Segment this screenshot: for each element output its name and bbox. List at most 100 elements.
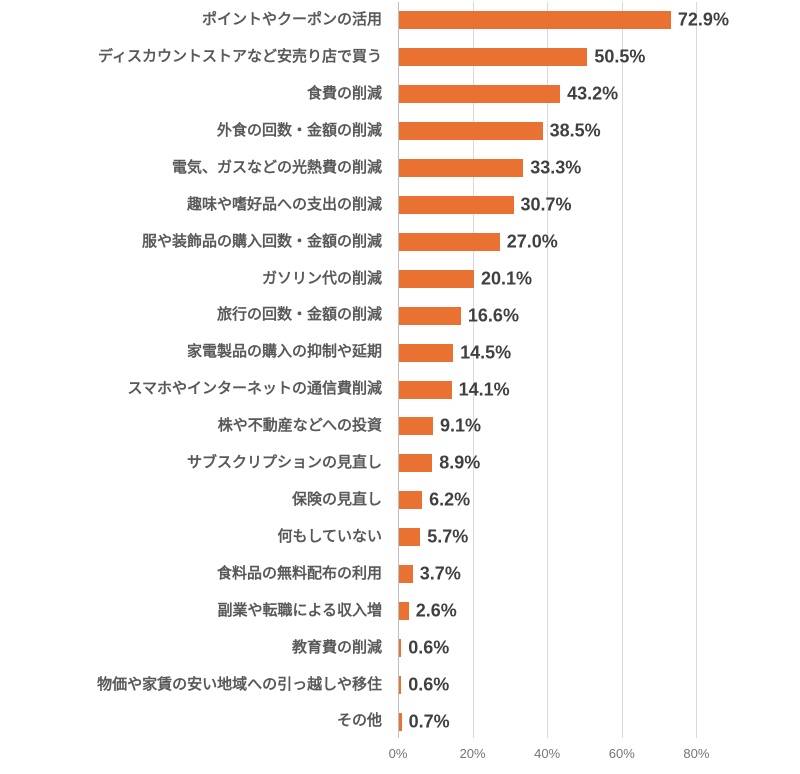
bar-area: 16.6% [398, 297, 800, 334]
category-label: 旅行の回数・金額の削減 [216, 306, 382, 324]
category-label: その他 [336, 712, 382, 730]
bar [399, 675, 402, 694]
bar-area: 6.2% [398, 482, 800, 519]
value-label: 30.7% [520, 194, 572, 215]
category-label: スマホやインターネットの通信費削減 [127, 380, 382, 398]
category-label: 何もしていない [277, 527, 382, 545]
bar-area: 72.9% [398, 2, 800, 39]
bar-area: 2.6% [398, 593, 800, 630]
bar-row: 物価や家賃の安い地域への引っ越しや移住 0.6% [0, 666, 800, 703]
bar [399, 306, 461, 325]
bar-row: 食費の削減 43.2% [0, 76, 800, 113]
bar [399, 491, 423, 510]
value-label: 16.6% [467, 305, 519, 326]
x-axis: 0% 20% 40% 60% 80% [389, 746, 771, 766]
bar-area: 38.5% [398, 113, 800, 150]
category-label: 保険の見直し [291, 490, 382, 508]
gridline [472, 2, 474, 738]
value-label: 14.1% [458, 379, 510, 400]
bar-area: 0.7% [398, 703, 800, 740]
bar-area: 30.7% [398, 187, 800, 224]
bar [399, 528, 421, 547]
gridline [547, 2, 549, 738]
bar [399, 638, 402, 657]
bar-row: 株や不動産などへの投資 9.1% [0, 408, 800, 445]
bar-area: 5.7% [398, 519, 800, 556]
category-label: ディスカウントストアなど安売り店で買う [98, 48, 382, 66]
category-label: 外食の回数・金額の削減 [216, 121, 382, 139]
value-label: 9.1% [439, 415, 481, 436]
bar-row: 保険の見直し 6.2% [0, 482, 800, 519]
bar [399, 417, 433, 436]
bar-row: 何もしていない 5.7% [0, 519, 800, 556]
bar [399, 712, 402, 731]
value-label: 0.6% [408, 674, 450, 695]
y-axis-line [398, 2, 399, 738]
bar-area: 8.9% [398, 445, 800, 482]
category-label: ポイントやクーポンの活用 [201, 11, 382, 29]
bar [399, 232, 500, 251]
bar [399, 601, 409, 620]
bar [399, 159, 524, 178]
bar [399, 195, 514, 214]
bar-row: 趣味や嗜好品への支出の削減 30.7% [0, 187, 800, 224]
bar [399, 122, 543, 141]
value-label: 6.2% [429, 489, 471, 510]
x-tick-label: 60% [608, 746, 635, 761]
value-label: 5.7% [427, 526, 469, 547]
bar-row: 電気、ガスなどの光熱費の削減 33.3% [0, 150, 800, 187]
bar [399, 343, 454, 362]
bar [399, 380, 452, 399]
category-label: 副業や転職による収入増 [217, 601, 382, 619]
bar-area: 0.6% [398, 666, 800, 703]
rows: ポイントやクーポンの活用 72.9% ディスカウントストアなど安売り店で買う 5… [0, 2, 800, 740]
x-tick-label: 20% [459, 746, 486, 761]
x-tick-label: 80% [683, 746, 710, 761]
bar-area: 43.2% [398, 76, 800, 113]
bar-row: ポイントやクーポンの活用 72.9% [0, 2, 800, 39]
value-label: 38.5% [549, 120, 601, 141]
value-label: 50.5% [594, 46, 646, 67]
bar-area: 14.5% [398, 334, 800, 371]
value-label: 43.2% [567, 83, 619, 104]
value-label: 72.9% [677, 9, 729, 30]
bar-row: 教育費の削減 0.6% [0, 629, 800, 666]
value-label: 33.3% [530, 157, 582, 178]
category-label: 家電製品の購入の抑制や延期 [186, 343, 382, 361]
value-label: 8.9% [439, 452, 481, 473]
category-label: 服や装飾品の購入回数・金額の削減 [141, 232, 382, 250]
bar-row: その他 0.7% [0, 703, 800, 740]
bar [399, 11, 671, 30]
category-label: サブスクリプションの見直し [186, 454, 382, 472]
value-label: 0.7% [408, 711, 450, 732]
bar-row: 家電製品の購入の抑制や延期 14.5% [0, 334, 800, 371]
bar-row: 外食の回数・金額の削減 38.5% [0, 113, 800, 150]
value-label: 2.6% [415, 600, 457, 621]
bar-area: 0.6% [398, 629, 800, 666]
category-label: ガソリン代の削減 [261, 269, 382, 287]
category-label: 教育費の削減 [291, 638, 382, 656]
bar [399, 565, 413, 584]
category-label: 食費の削減 [306, 85, 382, 103]
category-label: 物価や家賃の安い地域への引っ越しや移住 [97, 675, 382, 693]
bar-area: 3.7% [398, 556, 800, 593]
category-label: 食料品の無料配布の利用 [216, 564, 382, 582]
gridline [621, 2, 623, 738]
category-label: 趣味や嗜好品への支出の削減 [186, 195, 382, 213]
bar-row: サブスクリプションの見直し 8.9% [0, 445, 800, 482]
bar [399, 85, 561, 104]
value-label: 20.1% [480, 268, 533, 289]
bar-row: 副業や転職による収入増 2.6% [0, 593, 800, 630]
bar-area: 9.1% [398, 408, 800, 445]
bar [399, 48, 588, 67]
category-label: 電気、ガスなどの光熱費の削減 [171, 158, 382, 176]
value-label: 14.5% [460, 342, 512, 363]
plot-area [398, 2, 771, 738]
bar-area: 20.1% [398, 260, 800, 297]
bar-row: 服や装飾品の購入回数・金額の削減 27.0% [0, 223, 800, 260]
bar-row: ガソリン代の削減 20.1% [0, 260, 800, 297]
bar-row: スマホやインターネットの通信費削減 14.1% [0, 371, 800, 408]
bar-row: ディスカウントストアなど安売り店で買う 50.5% [0, 39, 800, 76]
bar-area: 27.0% [398, 223, 800, 260]
